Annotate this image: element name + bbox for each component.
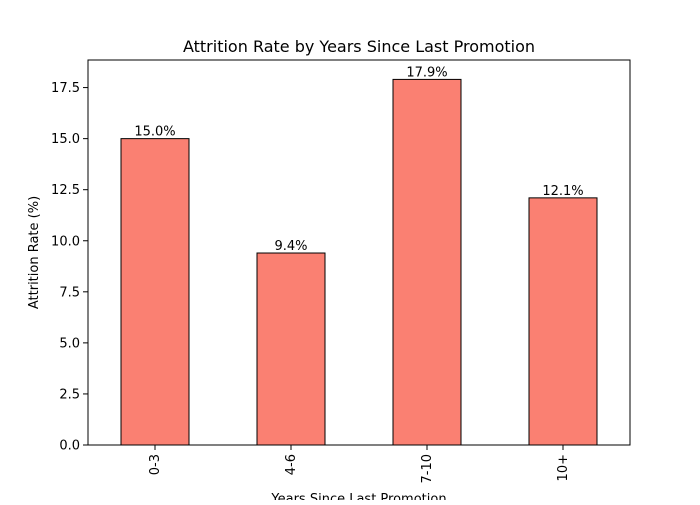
x-axis: 0-3 4-6 7-10 10+: [148, 445, 571, 484]
bar-10+: [528, 197, 598, 446]
y-tick-label-17.5: 17.5: [51, 81, 80, 96]
data-label-7-10: 17.9%: [406, 65, 447, 80]
chart-title: Attrition Rate by Years Since Last Promo…: [183, 37, 535, 56]
y-tick-label-0.0: 0.0: [59, 439, 80, 454]
y-tick-label-10.0: 10.0: [51, 234, 80, 249]
data-label-0-3: 15.0%: [134, 125, 175, 140]
data-label-4-6: 9.4%: [274, 239, 307, 254]
x-tick-label-7-10: 7-10: [420, 454, 435, 484]
y-tick-label-15.0: 15.0: [51, 132, 80, 147]
x-tick-label-0-3: 0-3: [148, 454, 163, 475]
bars-group: 15.0% 9.4% 17.9% 12.1%: [120, 65, 598, 446]
plot-frame: [87, 59, 631, 446]
bar-0-3: [120, 138, 190, 446]
bar-7-10: [392, 78, 462, 446]
x-tick-label-10+: 10+: [556, 454, 571, 481]
y-tick-label-5.0: 5.0: [59, 336, 80, 351]
y-axis: 0.0 2.5 5.0 7.5 10.0 12.5 15.0 17.5: [51, 81, 88, 454]
bar-4-6: [256, 252, 326, 446]
data-label-10+: 12.1%: [542, 184, 583, 199]
x-axis-label: Years Since Last Promotion: [270, 492, 446, 500]
x-tick-label-4-6: 4-6: [284, 454, 299, 475]
y-tick-label-12.5: 12.5: [51, 183, 80, 198]
y-tick-label-7.5: 7.5: [59, 285, 80, 300]
y-tick-label-2.5: 2.5: [59, 387, 80, 402]
y-axis-label: Attrition Rate (%): [27, 196, 42, 309]
